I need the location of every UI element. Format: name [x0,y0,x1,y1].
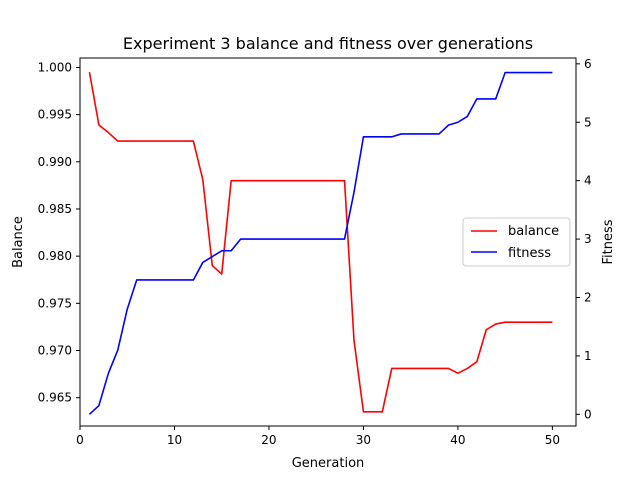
y-right-tick-label: 2 [584,290,592,304]
y-left-tick-label: 0.970 [38,344,72,358]
y-left-tick-label: 1.000 [38,60,72,74]
x-tick-label: 0 [76,433,84,447]
y-left-tick-label: 0.975 [38,296,72,310]
series-line-balance [88,72,553,413]
x-tick-label: 20 [261,433,276,447]
y-right-tick-label: 6 [584,57,592,71]
legend-box [462,217,571,267]
x-tick-label: 30 [356,433,371,447]
y-right-tick-label: 3 [584,232,592,246]
x-tick-label: 10 [167,433,182,447]
y-left-axis-label: Balance [11,216,26,268]
y-left-tick-label: 0.980 [38,249,72,263]
y-right-axis-label: Fitness [601,219,616,264]
legend: balance fitness [462,217,571,267]
series-line-fitness [88,71,553,415]
x-tick-label: 40 [450,433,465,447]
y-left-tick-label: 0.965 [38,391,72,405]
y-right-tick-label: 1 [584,349,592,363]
legend-label-fitness: fitness [508,246,551,261]
chart-title: Experiment 3 balance and fitness over ge… [123,34,533,53]
y-right-tick-label: 0 [584,407,592,421]
plot-frame [79,57,577,427]
y-right-tick-label: 5 [584,115,592,129]
legend-label-balance: balance [508,224,559,239]
y-left-tick-label: 0.985 [38,202,72,216]
x-tick-label: 50 [545,433,560,447]
y-left-tick-label: 0.990 [38,155,72,169]
x-axis-label: Generation [292,456,365,471]
y-left-tick-label: 0.995 [38,108,72,122]
y-right-tick-label: 4 [584,174,592,188]
